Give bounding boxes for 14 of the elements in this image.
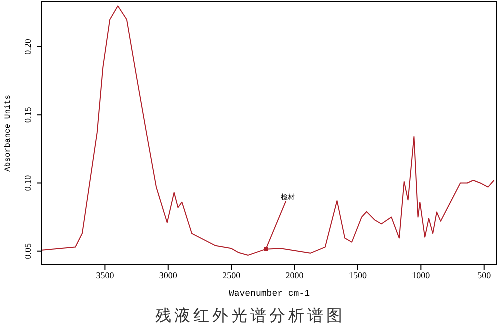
x-tick-label: 3000 — [159, 270, 178, 280]
x-tick-label: 1000 — [412, 270, 431, 280]
y-tick-label: 0.15 — [23, 106, 33, 123]
x-tick-label: 500 — [478, 270, 492, 280]
x-axis-title: Wavenumber cm-1 — [228, 289, 310, 299]
x-tick-label: 2500 — [222, 270, 242, 280]
y-tick-label: 0.05 — [23, 243, 33, 260]
y-tick-label: 0.20 — [23, 38, 33, 55]
x-tick-label: 1500 — [348, 270, 368, 280]
x-tick-label: 2000 — [286, 270, 304, 280]
y-axis-title: Absorbance Units — [4, 94, 13, 172]
text: 残液红外光谱分析谱图 — [154, 306, 346, 327]
x-tick-label: 3500 — [96, 270, 115, 280]
y-tick-label: 0.10 — [23, 174, 33, 192]
